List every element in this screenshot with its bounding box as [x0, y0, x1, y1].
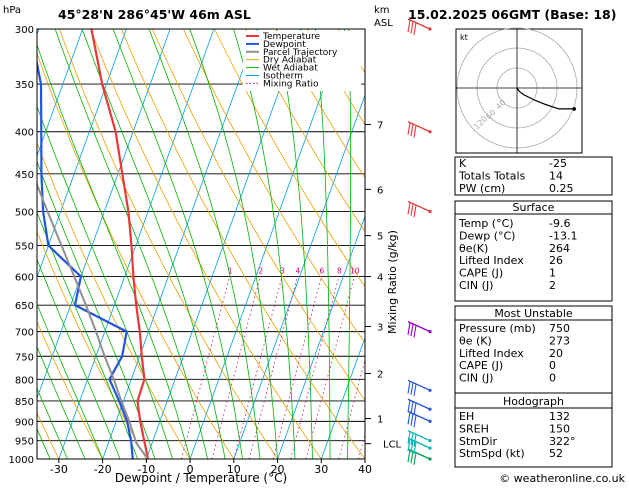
table-row-value: 26 — [549, 254, 563, 267]
pressure-tick-label: 1000 — [9, 455, 34, 466]
location-text: 45°28'N 286°45'W 46m ASL — [58, 7, 251, 22]
wind-barb-dot — [428, 447, 431, 450]
mixing-ratio-label: 1 — [228, 267, 233, 276]
table-row-label: CAPE (J) — [459, 359, 503, 372]
table-row-label: Lifted Index — [459, 254, 524, 267]
temp-tick-label: -20 — [94, 463, 112, 476]
km-label: km — [374, 5, 390, 16]
wind-barb-dot — [428, 408, 431, 411]
pressure-tick-label: 750 — [15, 352, 34, 363]
table-row-label: Temp (°C) — [458, 217, 514, 230]
mixing-ratio-label: 6 — [320, 267, 325, 276]
pressure-tick-label: 550 — [15, 241, 34, 252]
wind-barb-dot — [428, 420, 431, 423]
table-row-value: 264 — [549, 242, 570, 255]
pressure-tick-label: 700 — [15, 328, 34, 339]
table-row-value: 273 — [549, 334, 570, 347]
table-row-value: 132 — [549, 410, 570, 423]
pressure-tick-label: 600 — [15, 273, 34, 284]
table-row-value: 150 — [549, 422, 570, 435]
wind-barb-dot — [428, 130, 431, 133]
table-row-label: StmSpd (kt) — [459, 447, 525, 460]
indices-table: K -25 Totals Totals 14 PW (cm) 0.25 Surface Tem… — [455, 157, 612, 467]
table-section-title: Surface — [513, 201, 555, 214]
table-row-label: Pressure (mb) — [459, 322, 536, 335]
table-row-label: StmDir — [459, 435, 498, 448]
table-row-value: 0.25 — [549, 182, 574, 195]
table-row-label: SREH — [459, 422, 489, 435]
table-row-label: Lifted Index — [459, 347, 524, 360]
table-row-value: 14 — [549, 169, 563, 182]
pressure-tick-label: 300 — [15, 25, 34, 36]
mixing-ratio-label: 2 — [258, 267, 263, 276]
table-row-value: 52 — [549, 447, 563, 460]
temp-tick-label: -30 — [50, 463, 68, 476]
pressure-tick-label: 850 — [15, 397, 34, 408]
mixing-ratio-label: 3 — [280, 267, 285, 276]
pressure-tick-label: 800 — [15, 375, 34, 386]
mixing-ratio-label: 10 — [350, 267, 360, 276]
height-tick-label: LCL — [383, 440, 402, 451]
table-row-label: θe(K) — [459, 242, 488, 255]
wind-barb-dot — [428, 389, 431, 392]
table-row-label: EH — [459, 410, 474, 423]
temp-tick-label: 40 — [358, 463, 372, 476]
datetime-text: 15.02.2025 06GMT (Base: 18) — [408, 7, 616, 22]
table-row-label: CIN (J) — [459, 279, 493, 292]
pressure-tick-label: 650 — [15, 301, 34, 312]
table-section-title: Hodograph — [503, 395, 564, 408]
hpa-label: hPa — [3, 5, 21, 16]
wind-barb-dot — [428, 210, 431, 213]
table-row-value: -13.1 — [549, 229, 577, 242]
table-row-label: CAPE (J) — [459, 267, 503, 280]
temp-tick-label: 30 — [314, 463, 328, 476]
credit-text: © weatheronline.co.uk — [499, 472, 625, 485]
x-axis-title: Dewpoint / Temperature (°C) — [115, 471, 287, 485]
height-tick-label: 6 — [377, 185, 383, 196]
table-row-label: PW (cm) — [459, 182, 505, 195]
legend-label: Mixing Ratio — [263, 79, 319, 89]
height-tick-label: 7 — [377, 121, 383, 132]
table-row-value: 2 — [549, 279, 556, 292]
hodograph-kt-label: kt — [460, 33, 468, 42]
y-axis-title: Mixing Ratio (g/kg) — [386, 230, 399, 334]
table-section-title: Most Unstable — [494, 307, 573, 320]
wind-barb-dot — [428, 439, 431, 442]
hodograph-end-dot — [572, 107, 576, 111]
pressure-tick-label: 350 — [15, 80, 34, 91]
table-row-value: 0 — [549, 372, 556, 385]
table-row-value: 0 — [549, 359, 556, 372]
height-tick-label: 3 — [377, 322, 383, 333]
height-tick-label: 5 — [377, 232, 383, 243]
pressure-tick-label: 400 — [15, 128, 34, 139]
table-row-label: K — [459, 157, 467, 170]
pressure-tick-label: 950 — [15, 437, 34, 448]
height-tick-label: 2 — [377, 369, 383, 380]
table-row-label: CIN (J) — [459, 372, 493, 385]
table-row-label: θe (K) — [459, 334, 492, 347]
height-tick-label: 4 — [377, 273, 383, 284]
table-row-value: -25 — [549, 157, 567, 170]
table-row-label: Dewp (°C) — [459, 229, 515, 242]
pressure-tick-label: 900 — [15, 417, 34, 428]
pressure-tick-label: 500 — [15, 207, 34, 218]
wind-barb-dot — [428, 330, 431, 333]
asl-label: ASL — [374, 18, 393, 29]
wind-barb-dot — [428, 27, 431, 30]
table-row-label: Totals Totals — [458, 169, 526, 182]
table-row-value: 750 — [549, 322, 570, 335]
table-row-value: 1 — [549, 267, 556, 280]
mixing-ratio-label: 4 — [295, 267, 300, 276]
wind-barb-dot — [428, 457, 431, 460]
table-row-value: -9.6 — [549, 217, 570, 230]
table-row-value: 322° — [549, 435, 576, 448]
height-tick-label: 1 — [377, 415, 383, 426]
mixing-ratio-label: 8 — [337, 267, 342, 276]
pressure-tick-label: 450 — [15, 170, 34, 181]
table-row-value: 20 — [549, 347, 563, 360]
